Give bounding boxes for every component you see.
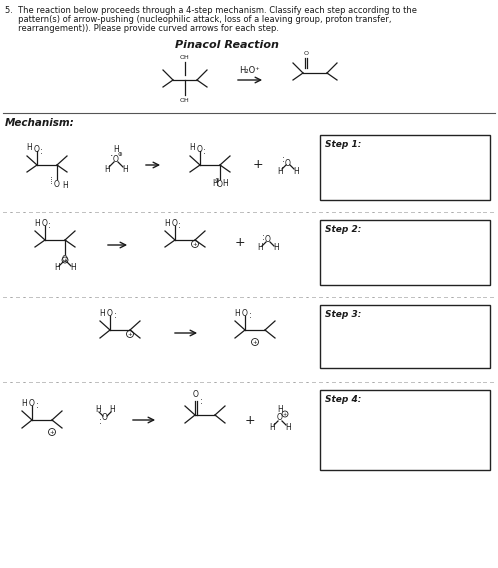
Text: ⊕: ⊕: [118, 152, 123, 157]
Text: :: :: [200, 398, 203, 407]
Text: H₂O⁺: H₂O⁺: [240, 66, 260, 75]
Text: O: O: [193, 390, 199, 399]
Text: :: :: [50, 174, 52, 183]
Text: +: +: [193, 241, 197, 247]
Text: H: H: [95, 404, 101, 414]
Text: O: O: [277, 414, 283, 423]
Text: O: O: [54, 180, 60, 189]
Text: :: :: [99, 417, 102, 427]
Text: H: H: [99, 308, 105, 318]
Text: Step 2:: Step 2:: [325, 225, 362, 234]
Text: OH: OH: [179, 98, 189, 103]
Bar: [320, 390, 490, 470]
Text: O: O: [42, 219, 48, 228]
Text: O: O: [172, 219, 178, 228]
Bar: [320, 220, 490, 285]
Text: :: :: [178, 222, 180, 231]
Text: ·: ·: [111, 151, 114, 161]
Text: O: O: [265, 236, 271, 244]
Text: H: H: [164, 219, 170, 228]
Text: H: H: [277, 406, 283, 415]
Text: H: H: [293, 166, 299, 176]
Text: Step 4:: Step 4:: [325, 395, 362, 404]
Text: H: H: [34, 219, 40, 228]
Text: O: O: [197, 144, 203, 153]
Text: Step 1:: Step 1:: [325, 140, 362, 149]
Text: H: H: [189, 144, 195, 152]
Text: H: H: [122, 165, 128, 173]
Text: O: O: [107, 310, 113, 319]
Text: +: +: [63, 257, 67, 262]
Text: O: O: [303, 51, 308, 56]
Text: O: O: [62, 255, 68, 264]
Text: OH: OH: [179, 55, 189, 60]
Text: H: H: [70, 264, 76, 273]
Text: :: :: [281, 156, 284, 165]
Text: H: H: [285, 423, 291, 432]
Text: O: O: [217, 180, 223, 189]
Text: H: H: [113, 145, 119, 154]
Text: H: H: [109, 404, 115, 414]
Text: O: O: [113, 156, 119, 165]
Text: H: H: [62, 181, 68, 190]
Text: O: O: [102, 414, 108, 423]
Text: H: H: [54, 264, 60, 273]
Text: H: H: [269, 423, 275, 432]
Text: H: H: [257, 244, 263, 253]
Text: H: H: [234, 308, 240, 318]
Text: Mechanism:: Mechanism:: [5, 118, 75, 128]
Text: H: H: [212, 179, 218, 189]
Text: pattern(s) of arrow-pushing (nucleophilic attack, loss of a leaving group, proto: pattern(s) of arrow-pushing (nucleophili…: [5, 15, 391, 24]
Text: +: +: [283, 411, 287, 416]
Text: rearrangement)). Please provide curved arrows for each step.: rearrangement)). Please provide curved a…: [5, 24, 279, 33]
Text: H: H: [222, 179, 228, 189]
Text: :: :: [249, 311, 251, 320]
Text: +: +: [50, 429, 54, 435]
Text: H: H: [277, 166, 283, 176]
Text: +: +: [245, 414, 255, 427]
Text: Pinacol Reaction: Pinacol Reaction: [175, 40, 279, 50]
Text: :: :: [39, 147, 42, 156]
Text: ⊕: ⊕: [215, 178, 219, 183]
Bar: [320, 135, 490, 200]
Text: 5.  The reaction below proceeds through a 4-step mechanism. Classify each step a: 5. The reaction below proceeds through a…: [5, 6, 417, 15]
Text: +: +: [252, 158, 263, 172]
Text: H: H: [26, 144, 32, 152]
Text: :: :: [50, 177, 52, 186]
Text: :: :: [114, 311, 117, 320]
Bar: [320, 305, 490, 368]
Text: O: O: [29, 399, 35, 408]
Text: O: O: [285, 158, 291, 168]
Text: :: :: [261, 232, 264, 241]
Text: +: +: [235, 236, 246, 249]
Text: H: H: [273, 244, 279, 253]
Text: :: :: [48, 222, 50, 231]
Text: +: +: [252, 340, 257, 345]
Text: O: O: [34, 144, 40, 153]
Text: :: :: [203, 147, 206, 156]
Text: Step 3:: Step 3:: [325, 310, 362, 319]
Text: H: H: [104, 165, 110, 173]
Text: +: +: [127, 332, 132, 336]
Text: O: O: [242, 310, 248, 319]
Text: :: :: [35, 402, 38, 411]
Text: H: H: [21, 399, 27, 407]
